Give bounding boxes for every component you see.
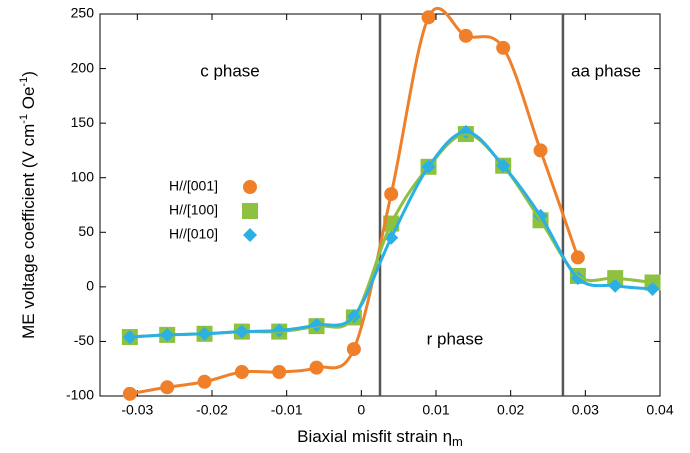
x-tick-label: -0.03 <box>121 402 153 418</box>
x-tick-label: 0.02 <box>497 402 524 418</box>
legend-label: H//[001] <box>169 178 218 194</box>
y-tick-label: 100 <box>71 168 95 184</box>
y-tick-label: -100 <box>66 387 94 403</box>
y-tick-label: 0 <box>86 278 94 294</box>
x-axis-label: Biaxial misfit strain ηm <box>297 427 463 449</box>
legend-marker <box>243 228 257 242</box>
y-tick-label: 250 <box>71 5 95 21</box>
legend-label: H//[010] <box>169 226 218 242</box>
x-tick-label: 0.04 <box>646 402 673 418</box>
y-tick-label: 200 <box>71 59 95 75</box>
x-tick-label: 0 <box>357 402 365 418</box>
x-tick-label: -0.02 <box>196 402 228 418</box>
y-tick-label: -50 <box>74 332 94 348</box>
annotation: c phase <box>200 61 260 80</box>
annotation: aa phase <box>571 61 641 80</box>
legend-marker <box>242 203 258 219</box>
y-tick-label: 150 <box>71 114 95 130</box>
annotation: r phase <box>427 329 484 348</box>
legend-marker <box>243 180 257 194</box>
x-tick-label: -0.01 <box>271 402 303 418</box>
x-tick-label: 0.01 <box>422 402 449 418</box>
x-tick-label: 0.03 <box>572 402 599 418</box>
legend-label: H//[100] <box>169 202 218 218</box>
series-curve <box>129 130 653 339</box>
y-axis-label: ME voltage coefficient (V cm-1 Oe-1) <box>18 71 39 339</box>
y-tick-label: 50 <box>78 223 94 239</box>
